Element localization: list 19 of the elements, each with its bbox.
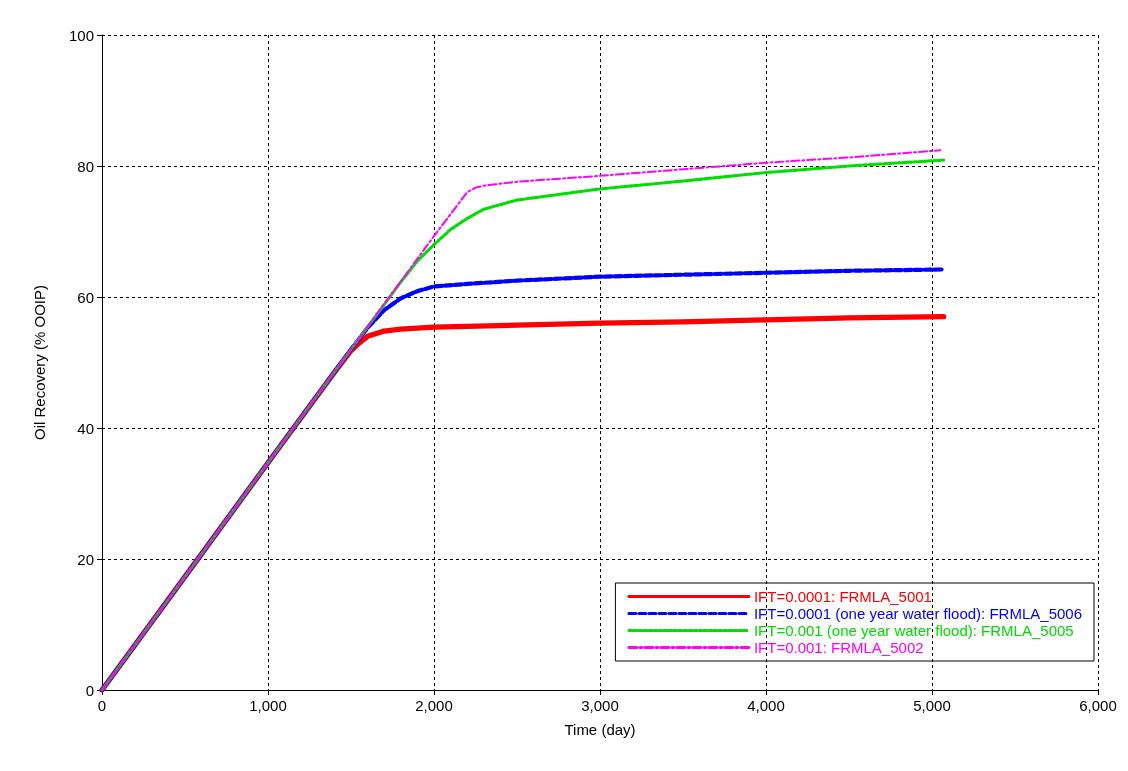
x-axis-title: Time (day) (564, 721, 636, 738)
text: IFT=0.001: FRMLA_5002 (753, 639, 924, 656)
y-tick-label: 0 (85, 681, 94, 699)
x-tick-label: 0 (97, 697, 107, 714)
y-tick-label: 20 (77, 550, 94, 568)
x-tick-label: 6,000 (1079, 697, 1117, 714)
x-tick-label: 4,000 (747, 697, 785, 714)
y-tick-label: 80 (77, 157, 94, 175)
y-tick-label: 100 (68, 26, 94, 44)
x-tick-label: 5,000 (913, 697, 951, 714)
x-tick-label: 1,000 (249, 697, 287, 714)
text: IFT=0.001 (one year water flood): FRMLA_5005 (753, 622, 1074, 639)
y-tick-label: 60 (77, 288, 94, 306)
y-tick-label: 40 (77, 419, 94, 437)
x-tick-label: 3,000 (581, 697, 619, 714)
text: IFT=0.0001: FRMLA_5001 (753, 588, 932, 605)
text: IFT=0.0001 (one year water flood): FRMLA_5006 (753, 605, 1083, 622)
y-axis-title: Oil Recovery (% OOIP) (31, 284, 48, 441)
x-tick-label: 2,000 (415, 697, 453, 714)
